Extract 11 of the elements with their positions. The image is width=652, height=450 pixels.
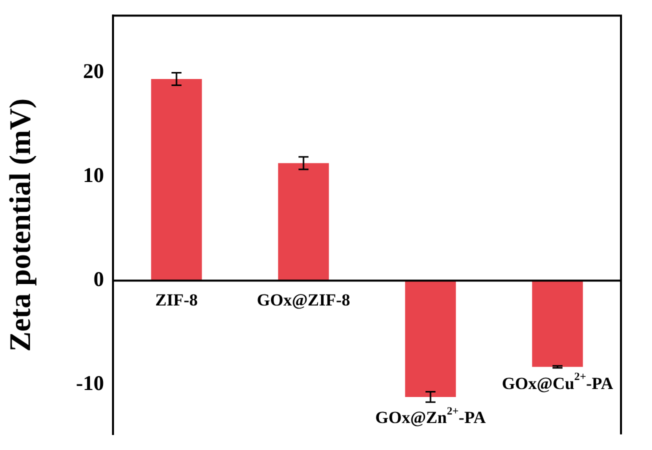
bar [278,163,329,281]
y-tick-label: 20 [83,59,104,84]
bar [151,78,202,281]
bar [532,280,583,367]
y-tick-label: 0 [94,267,104,292]
y-axis-title: Zeta potential (mV) [4,98,37,352]
x-tick-label: ZIF-8 [155,290,198,310]
bar [405,280,456,397]
y-tick-label: -10 [76,370,104,395]
x-tick-label: GOx@ZIF-8 [256,290,350,310]
y-tick-label: 10 [83,163,104,188]
